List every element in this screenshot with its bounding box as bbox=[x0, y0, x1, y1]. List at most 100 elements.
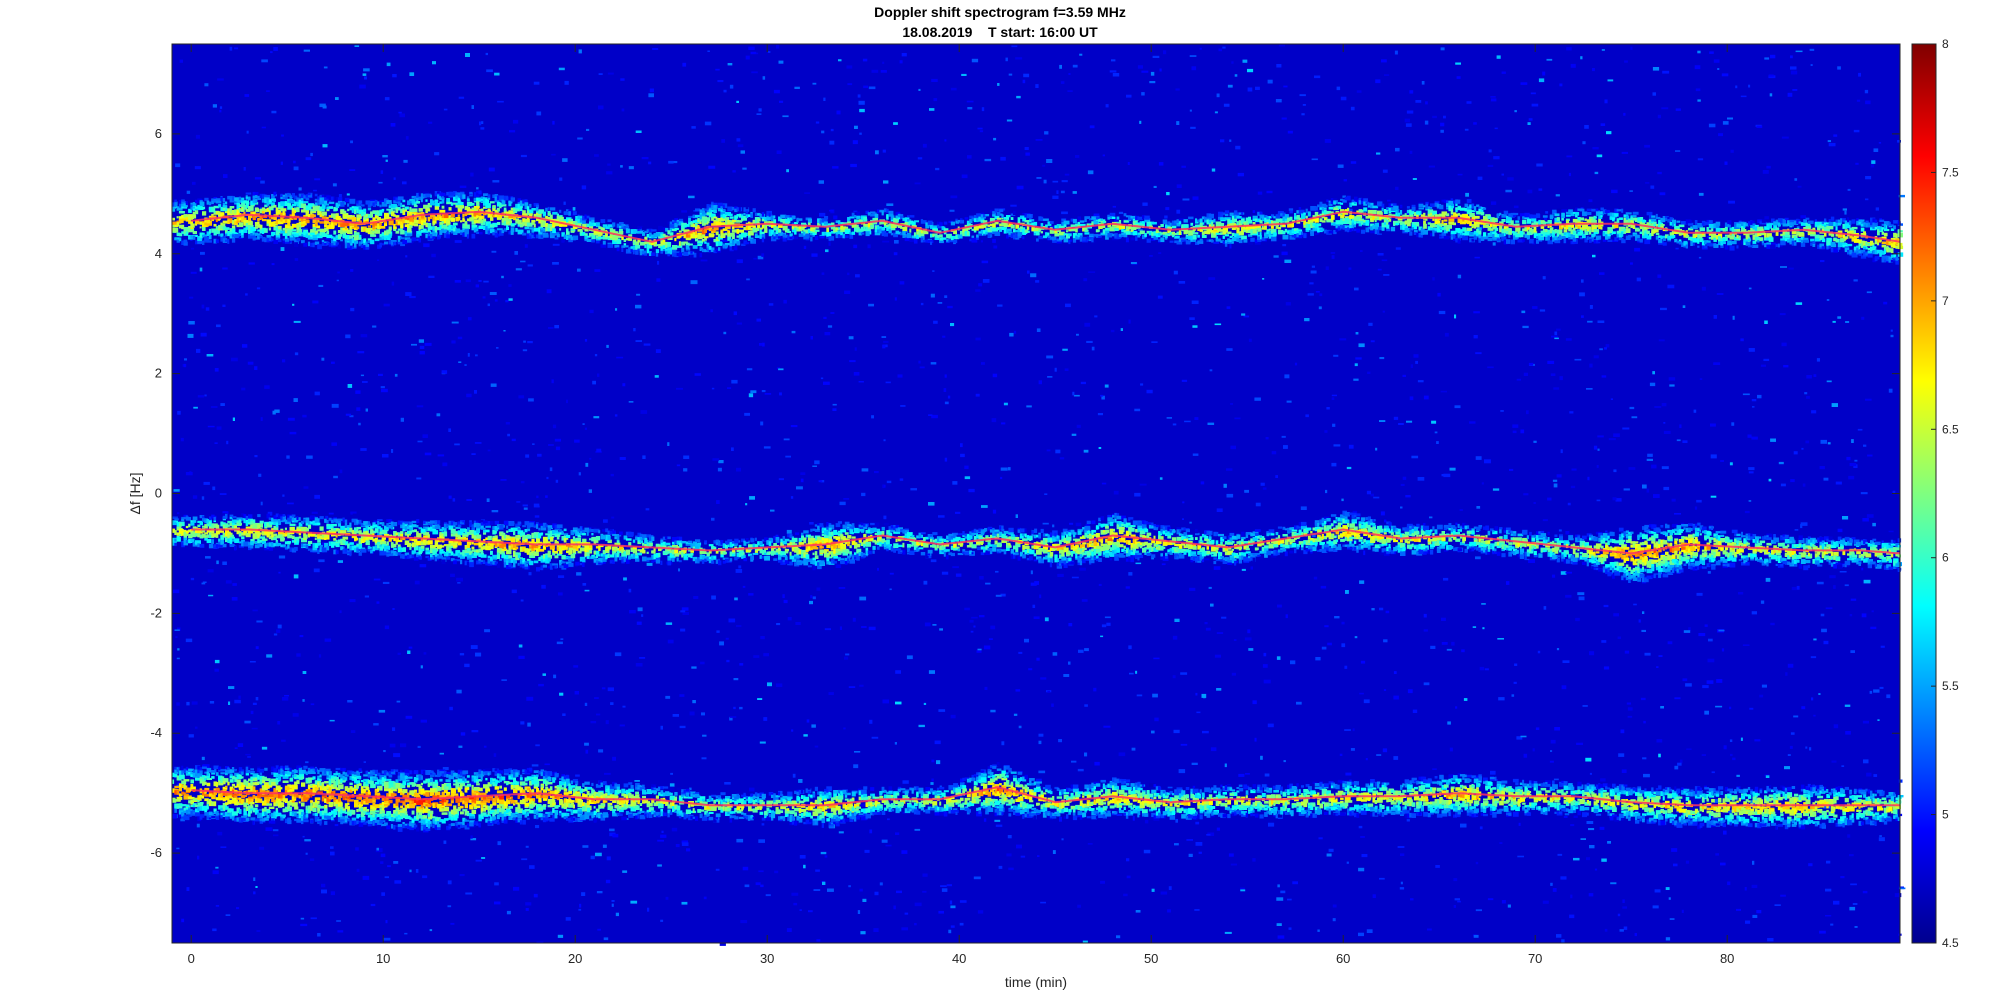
trace-speckle bbox=[284, 235, 288, 239]
noise-speckle bbox=[821, 130, 825, 134]
noise-speckle bbox=[375, 848, 383, 853]
trace-speckle bbox=[473, 197, 479, 202]
noise-speckle bbox=[1176, 209, 1181, 214]
trace-speckle bbox=[236, 203, 240, 208]
trace-speckle bbox=[692, 214, 696, 217]
noise-speckle bbox=[1459, 509, 1463, 511]
noise-speckle bbox=[393, 177, 396, 180]
trace-speckle bbox=[190, 206, 194, 210]
noise-speckle bbox=[1878, 142, 1882, 144]
noise-speckle bbox=[981, 505, 988, 508]
trace-speckle bbox=[844, 230, 851, 234]
trace-speckle bbox=[222, 205, 227, 211]
trace-speckle bbox=[450, 231, 455, 234]
noise-speckle bbox=[979, 130, 984, 133]
noise-speckle bbox=[1064, 173, 1070, 176]
noise-speckle bbox=[1683, 630, 1691, 633]
noise-speckle bbox=[422, 434, 428, 438]
trace-speckle bbox=[413, 204, 418, 208]
noise-speckle bbox=[976, 650, 982, 653]
noise-speckle bbox=[1001, 422, 1006, 425]
noise-speckle bbox=[356, 868, 360, 872]
trace-speckle bbox=[695, 238, 699, 242]
noise-speckle bbox=[761, 390, 766, 393]
noise-speckle bbox=[1317, 929, 1320, 932]
noise-speckle bbox=[1276, 64, 1282, 68]
noise-speckle bbox=[536, 505, 540, 508]
noise-speckle bbox=[491, 250, 497, 253]
noise-speckle bbox=[1819, 930, 1826, 934]
noise-speckle bbox=[1875, 207, 1879, 211]
noise-speckle bbox=[381, 388, 388, 393]
trace-speckle bbox=[519, 206, 523, 211]
noise-speckle bbox=[414, 580, 420, 585]
trace-speckle bbox=[183, 239, 188, 244]
noise-speckle bbox=[654, 375, 659, 378]
noise-speckle bbox=[1379, 607, 1384, 611]
chart-subtitle: 18.08.2019 T start: 16:00 UT bbox=[902, 24, 1098, 40]
noise-speckle bbox=[1449, 747, 1453, 752]
noise-speckle bbox=[273, 47, 278, 51]
noise-speckle bbox=[1647, 453, 1653, 457]
noise-speckle bbox=[738, 565, 742, 569]
trace-speckle bbox=[363, 227, 367, 232]
noise-speckle bbox=[1060, 190, 1065, 194]
trace-speckle bbox=[833, 215, 838, 220]
noise-speckle bbox=[1627, 707, 1633, 711]
trace-speckle bbox=[854, 219, 860, 224]
trace-speckle bbox=[434, 191, 438, 195]
chart-title: Doppler shift spectrogram f=3.59 MHz bbox=[874, 4, 1126, 20]
noise-speckle bbox=[505, 422, 510, 425]
trace-speckle bbox=[582, 223, 587, 228]
noise-speckle bbox=[901, 53, 907, 57]
noise-speckle bbox=[373, 520, 380, 523]
noise-speckle bbox=[678, 568, 680, 572]
noise-speckle bbox=[1661, 107, 1669, 110]
noise-speckle bbox=[1355, 332, 1359, 335]
noise-speckle bbox=[273, 633, 278, 636]
noise-speckle bbox=[483, 280, 489, 283]
noise-speckle bbox=[200, 332, 207, 337]
noise-speckle bbox=[1255, 502, 1261, 507]
trace-speckle bbox=[271, 238, 274, 242]
trace-speckle bbox=[784, 218, 791, 224]
noise-speckle bbox=[1522, 325, 1529, 329]
trace-speckle bbox=[183, 227, 189, 232]
trace-speckle bbox=[190, 204, 195, 208]
noise-speckle bbox=[1656, 666, 1659, 668]
noise-speckle bbox=[1281, 435, 1286, 438]
noise-speckle bbox=[1325, 489, 1328, 494]
trace-speckle bbox=[658, 244, 664, 247]
noise-speckle bbox=[812, 82, 817, 85]
trace-speckle bbox=[526, 210, 531, 216]
trace-speckle bbox=[248, 229, 251, 234]
noise-speckle bbox=[941, 888, 948, 892]
noise-speckle bbox=[261, 59, 268, 63]
noise-speckle bbox=[292, 303, 295, 306]
noise-speckle bbox=[1754, 739, 1761, 742]
noise-speckle bbox=[1346, 466, 1352, 470]
noise-speckle bbox=[1711, 771, 1715, 774]
trace-speckle bbox=[335, 235, 340, 239]
noise-speckle bbox=[535, 825, 540, 829]
noise-speckle bbox=[513, 119, 519, 124]
noise-speckle bbox=[700, 661, 705, 665]
noise-speckle bbox=[1379, 420, 1386, 422]
trace-speckle bbox=[397, 218, 402, 223]
noise-speckle bbox=[1166, 192, 1170, 196]
trace-speckle bbox=[358, 200, 363, 204]
noise-speckle bbox=[1498, 697, 1505, 701]
noise-speckle bbox=[1081, 599, 1088, 602]
trace-speckle bbox=[625, 228, 628, 231]
noise-speckle bbox=[946, 884, 952, 887]
noise-speckle bbox=[196, 823, 200, 828]
noise-speckle bbox=[885, 381, 891, 384]
noise-speckle bbox=[983, 645, 991, 650]
trace-speckle bbox=[430, 194, 432, 198]
trace-speckle bbox=[268, 227, 271, 231]
trace-speckle bbox=[326, 195, 331, 199]
noise-speckle bbox=[390, 123, 396, 127]
noise-speckle bbox=[824, 628, 831, 631]
trace-speckle bbox=[545, 223, 549, 227]
noise-speckle bbox=[549, 467, 553, 472]
